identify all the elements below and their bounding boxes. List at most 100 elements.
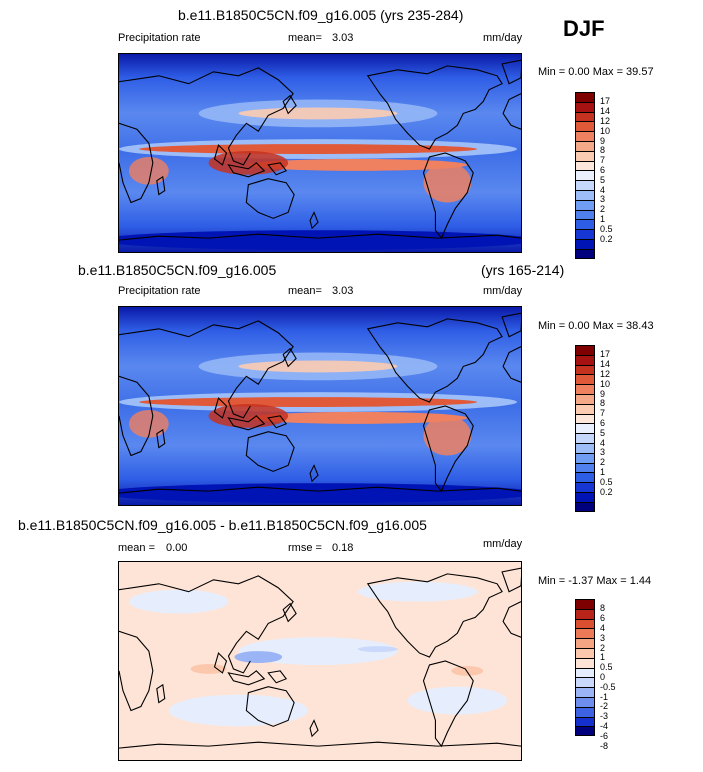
colorbar-label: -1 <box>600 691 609 702</box>
panel-3-rmse-label: rmse = <box>288 542 322 554</box>
colorbar-label: 12 <box>600 115 611 126</box>
colorbar-swatch <box>575 199 595 211</box>
panel-2-variable: Precipitation rate <box>118 285 201 297</box>
colorbar-swatch <box>575 121 595 132</box>
colorbar-swatch <box>575 482 595 493</box>
colorbar-swatch <box>575 618 595 629</box>
colorbar-swatch <box>575 345 595 356</box>
colorbar-swatch <box>575 190 595 201</box>
colorbar-swatch <box>575 384 595 395</box>
colorbar-swatch <box>575 472 595 483</box>
colorbar-label: 1 <box>600 466 606 477</box>
panel-1-variable: Precipitation rate <box>118 32 201 44</box>
colorbar-label: 4 <box>600 437 606 448</box>
colorbar-swatch <box>575 697 595 708</box>
colorbar-label: 17 <box>600 349 611 360</box>
panel-2-colorbar: 17 14 12 10 9 8 7 6 5 4 3 2 1 0.5 0.2 <box>575 345 613 512</box>
colorbar-swatch <box>575 141 595 152</box>
colorbar-swatch <box>575 608 595 620</box>
colorbar-swatch <box>575 160 595 171</box>
colorbar-label: 0.2 <box>600 233 613 244</box>
panel-2-units: mm/day <box>483 285 523 297</box>
panel-1-minmax: Min = 0.00 Max = 39.57 <box>538 66 654 78</box>
colorbar-swatch <box>575 628 595 639</box>
colorbar-swatch <box>575 677 595 688</box>
colorbar-label: -0.5 <box>600 681 616 692</box>
colorbar-label: 2 <box>600 457 606 468</box>
colorbar-label: 0.2 <box>600 486 613 497</box>
colorbar-label: 6 <box>600 613 606 624</box>
colorbar-label: 0.5 <box>600 476 613 487</box>
panel-2-minmax: Min = 0.00 Max = 38.43 <box>538 320 654 332</box>
colorbar-label: 7 <box>600 408 606 419</box>
panel-3-rmse-value: 0.18 <box>332 542 354 554</box>
panel-2-title: b.e11.B1850C5CN.f09_g16.005 <box>78 262 277 278</box>
colorbar-label: 2 <box>600 204 606 215</box>
colorbar-label: 0.5 <box>600 662 613 673</box>
colorbar-swatch <box>575 111 595 122</box>
colorbar-label: 5 <box>600 174 606 185</box>
colorbar-label: 0 <box>600 671 606 682</box>
colorbar-swatch <box>575 452 595 464</box>
colorbar-swatch <box>575 209 595 220</box>
panel-1-mean-value: 3.03 <box>332 32 354 44</box>
colorbar-swatch <box>575 648 595 659</box>
colorbar-swatch <box>575 443 595 454</box>
panel-3-mean-value: 0.00 <box>166 542 188 554</box>
colorbar-swatch <box>575 726 595 737</box>
colorbar-label: 6 <box>600 164 606 175</box>
colorbar-swatch <box>575 170 595 181</box>
colorbar-label: 4 <box>600 184 606 195</box>
colorbar-swatch <box>575 354 595 366</box>
colorbar-label: 4 <box>600 622 606 633</box>
colorbar-label: -8 <box>600 740 609 751</box>
colorbar-label: -4 <box>600 720 609 731</box>
colorbar-label: 3 <box>600 632 606 643</box>
colorbar-label: -2 <box>600 701 609 712</box>
panel-3-colorbar: 8 6 4 3 2 1 0.5 0 -0.5 -1 -2 -3 -4 -6 -8 <box>575 599 616 750</box>
colorbar-swatch <box>575 229 595 240</box>
colorbar-swatch <box>575 131 595 142</box>
colorbar-swatch <box>575 150 595 162</box>
colorbar-swatch <box>575 374 595 385</box>
colorbar-label: -3 <box>600 711 609 722</box>
colorbar-swatch <box>575 638 595 649</box>
colorbar-label: 10 <box>600 125 611 136</box>
colorbar-label: 9 <box>600 135 606 146</box>
colorbar-label: 6 <box>600 417 606 428</box>
colorbar-swatch <box>575 433 595 444</box>
colorbar-label: 14 <box>600 359 611 370</box>
colorbar-swatch <box>575 364 595 375</box>
colorbar-label: 8 <box>600 603 606 614</box>
colorbar-swatch <box>575 462 595 473</box>
colorbar-swatch <box>575 413 595 424</box>
colorbar-swatch <box>575 403 595 415</box>
colorbar-swatch <box>575 657 595 669</box>
panel-2-mean-label: mean= <box>288 285 322 297</box>
panel-3-title: b.e11.B1850C5CN.f09_g16.005 - b.e11.B185… <box>18 517 427 533</box>
colorbar-swatch <box>575 394 595 405</box>
colorbar-swatch <box>575 423 595 434</box>
colorbar-label: -6 <box>600 730 609 741</box>
colorbar-swatch <box>575 92 595 103</box>
panel-1-colorbar: 17 14 12 10 9 8 7 6 5 4 3 2 1 0.5 0.2 <box>575 92 613 259</box>
colorbar-label: 3 <box>600 194 606 205</box>
colorbar-swatch <box>575 101 595 113</box>
colorbar-swatch <box>575 667 595 678</box>
panel-1-units: mm/day <box>483 32 523 44</box>
panel-2-mean-value: 3.03 <box>332 285 354 297</box>
panel-3-units: mm/day <box>483 538 523 550</box>
season-label: DJF <box>563 16 605 41</box>
colorbar-swatch <box>575 501 595 512</box>
panel-1-title: b.e11.B1850C5CN.f09_g16.005 (yrs 235-284… <box>178 7 464 23</box>
colorbar-label: 2 <box>600 642 606 653</box>
colorbar-swatch <box>575 180 595 191</box>
colorbar-label: 12 <box>600 368 611 379</box>
panel-1-mean-label: mean= <box>288 32 322 44</box>
colorbar-label: 9 <box>600 388 606 399</box>
colorbar-label: 10 <box>600 378 611 389</box>
colorbar-label: 1 <box>600 213 606 224</box>
panel-2-years: (yrs 165-214) <box>481 262 565 278</box>
panel-2-map <box>118 306 522 506</box>
panel-1-map <box>118 53 522 253</box>
